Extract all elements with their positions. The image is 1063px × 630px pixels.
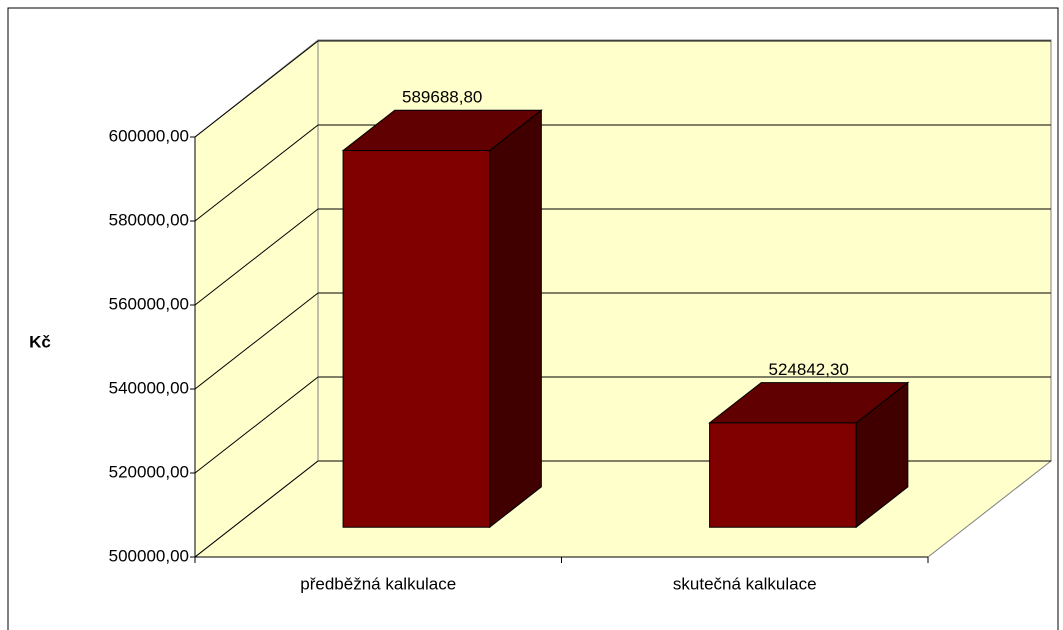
- grid-line: [194, 124, 319, 222]
- floor: [193, 460, 1053, 558]
- grid-line: [194, 376, 319, 474]
- y-tick-label: 560000,00: [109, 294, 189, 313]
- grid-line: [194, 460, 319, 558]
- y-tick-label: 520000,00: [109, 462, 189, 481]
- x-tick-label: skutečná kalkulace: [673, 574, 817, 593]
- x-tick-label: předběžná kalkulace: [300, 574, 456, 593]
- grid-line: [194, 208, 319, 306]
- value-label: 589688,80: [402, 88, 482, 107]
- y-tick-label: 540000,00: [109, 378, 189, 397]
- grid-line: [194, 292, 319, 390]
- y-tick-label: 580000,00: [109, 210, 189, 229]
- y-tick-label: 500000,00: [109, 546, 189, 565]
- y-tick-label: 600000,00: [109, 126, 189, 145]
- value-label: 524842,30: [769, 360, 849, 379]
- y-axis-label: Kč: [29, 332, 51, 351]
- grid-line: [194, 40, 319, 138]
- bar: [342, 150, 491, 528]
- bar-side: [489, 109, 542, 529]
- bar: [709, 422, 857, 528]
